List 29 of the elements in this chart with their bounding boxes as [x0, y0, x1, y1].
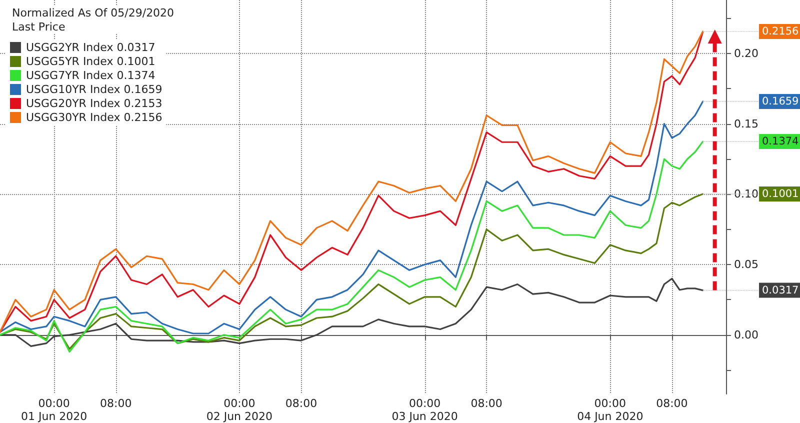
data-label: 0.0317: [762, 284, 799, 296]
legend-label: USGG10YR Index 0.1659: [26, 83, 162, 96]
x-tick-label: 00:00 02 Jun 2020: [206, 397, 273, 423]
y-tick-label: 0.05: [734, 258, 758, 272]
legend-title: Normalized As Of 05/29/2020 Last Price: [12, 6, 174, 34]
legend-label: USGG20YR Index 0.2153: [26, 97, 162, 110]
data-label: 0.1374: [762, 136, 800, 148]
data-label: 0.2156: [762, 26, 800, 38]
x-tick-label: 08:00: [470, 397, 502, 410]
data-label: 0.1001: [762, 188, 799, 200]
y-tick-label: 0.10: [734, 188, 758, 201]
line-series: [0, 278, 704, 347]
x-tick-label: 08:00: [100, 397, 132, 410]
y-tick-label: 0.15: [734, 117, 758, 130]
x-tick-label: 08:00: [285, 397, 318, 410]
legend-label: USGG30YR Index 0.2156: [26, 111, 162, 124]
y-tick-label: 0.00: [734, 328, 758, 342]
legend-label: USGG7YR Index 0.1374: [26, 69, 156, 82]
line-series: [0, 193, 704, 350]
legend-label: USGG2YR Index 0.0317: [26, 41, 156, 54]
line-series: [0, 100, 704, 334]
line-series: [0, 140, 704, 353]
x-tick-label: 00:00 01 Jun 2020: [20, 397, 88, 423]
data-label: 0.1659: [762, 95, 799, 108]
x-tick-label: 00:00 03 Jun 2020: [392, 397, 458, 423]
legend-label: USGG5YR Index 0.1001: [26, 55, 156, 68]
x-tick-label: 00:00 04 Jun 2020: [577, 397, 644, 423]
x-tick-label: 08:00: [656, 397, 688, 410]
y-tick-label: 0.20: [734, 46, 758, 60]
